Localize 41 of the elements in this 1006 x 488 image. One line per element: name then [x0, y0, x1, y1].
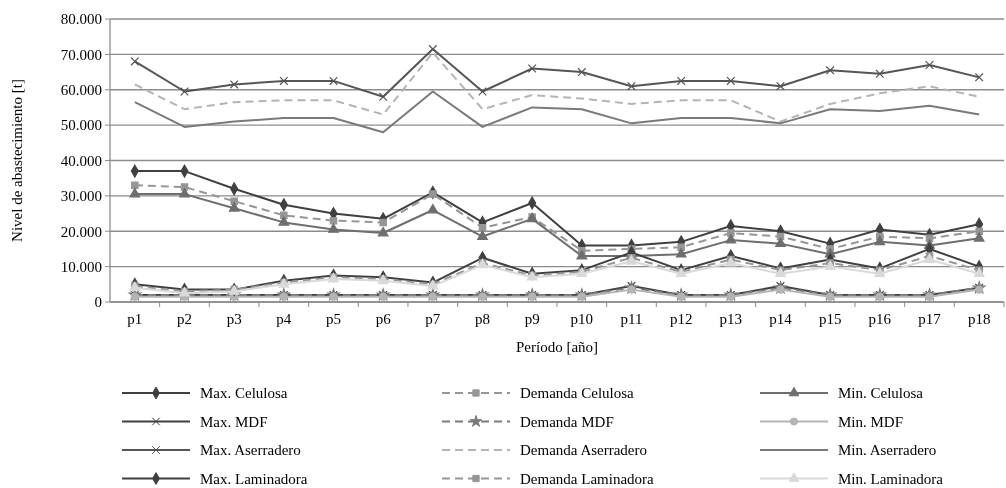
y-tick-label: 50.000: [60, 117, 102, 134]
y-axis-title: Nivel de abastecimiento [t]: [9, 79, 25, 242]
legend-label: Max. Celulosa: [200, 385, 288, 402]
legend-label: Min. Laminadora: [838, 470, 944, 487]
legend-label: Min. Aserradero: [838, 442, 937, 459]
x-tick-label: p1: [127, 311, 143, 327]
y-tick-label: 40.000: [60, 152, 102, 169]
y-tick-label: 0: [94, 294, 102, 311]
legend-label: Min. Celulosa: [838, 385, 924, 402]
y-tick-label: 80.000: [60, 11, 102, 28]
y-tick-label: 70.000: [60, 46, 102, 63]
x-tick-label: p17: [918, 311, 942, 327]
legend-label: Min. MDF: [838, 413, 904, 430]
x-tick-label: p6: [375, 311, 392, 327]
x-tick-label: p10: [570, 311, 594, 327]
x-tick-label: p4: [276, 311, 292, 327]
x-tick-label: p15: [818, 311, 842, 327]
x-tick-label: p7: [425, 311, 441, 327]
x-tick-label: p9: [524, 311, 540, 327]
x-tick-label: p14: [769, 311, 793, 327]
x-tick-label: p16: [868, 311, 892, 327]
legend-label: Max. Aserradero: [200, 442, 301, 459]
y-tick-label: 60.000: [60, 82, 102, 98]
legend-label: Max. Laminadora: [200, 470, 308, 487]
x-tick-label: p8: [475, 311, 490, 327]
legend-label: Demanda Laminadora: [520, 470, 655, 487]
legend-label: Demanda MDF: [520, 413, 614, 430]
y-tick-label: 10.000: [60, 258, 102, 275]
y-tick-label: 20.000: [60, 223, 102, 240]
x-tick-label: p13: [719, 311, 743, 327]
x-tick-label: p11: [620, 311, 643, 327]
x-tick-label: p3: [226, 311, 242, 327]
legend-label: Demanda Celulosa: [520, 385, 635, 402]
x-tick-label: p12: [669, 311, 693, 327]
x-tick-label: p5: [326, 311, 341, 327]
x-axis-title: Período [año]: [515, 339, 599, 355]
legend-label: Demanda Aserradero: [520, 442, 648, 459]
legend-label: Max. MDF: [200, 413, 268, 430]
x-tick-label: p18: [967, 311, 991, 327]
x-tick-label: p2: [177, 311, 192, 327]
y-tick-label: 30.000: [60, 188, 102, 205]
